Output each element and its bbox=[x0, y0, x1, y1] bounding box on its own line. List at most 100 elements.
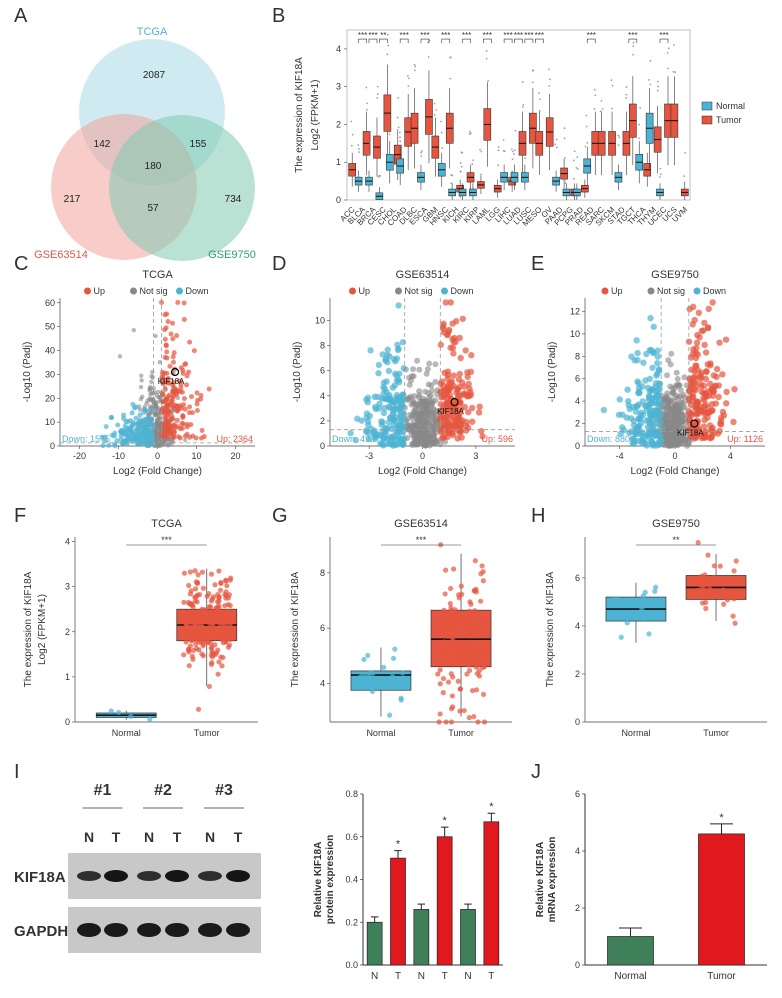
data-point bbox=[731, 568, 737, 574]
pancancer-boxplot: 0 1 2 3 4 The expression of KIF18A Log2 (FPKM+… bbox=[294, 29, 745, 228]
outlier-point bbox=[399, 140, 402, 143]
x-tick-label-n: N bbox=[464, 971, 471, 982]
outlier-point bbox=[514, 149, 516, 152]
y-tick-label: 3 bbox=[65, 582, 70, 592]
point-notsig bbox=[667, 415, 674, 422]
point-notsig bbox=[423, 370, 430, 377]
point-up bbox=[456, 334, 463, 342]
point-up bbox=[447, 395, 454, 403]
legend-label-up: Up bbox=[359, 286, 371, 296]
data-point bbox=[731, 596, 737, 602]
point-up bbox=[696, 334, 703, 341]
point-notsig bbox=[428, 409, 435, 416]
point-up bbox=[701, 341, 708, 349]
point-down bbox=[388, 441, 395, 448]
data-point bbox=[226, 642, 233, 648]
band-kif18a bbox=[165, 870, 189, 882]
y-tick-label: 40 bbox=[45, 346, 55, 356]
data-point bbox=[466, 715, 472, 721]
data-point bbox=[466, 608, 473, 614]
data-point bbox=[191, 624, 197, 631]
y-tick-label: 6 bbox=[320, 623, 325, 633]
data-point bbox=[369, 688, 376, 695]
point-down bbox=[140, 421, 146, 427]
data-point bbox=[212, 642, 218, 648]
point-down bbox=[624, 386, 631, 393]
sig-bracket bbox=[462, 38, 471, 44]
sig-label: *** bbox=[358, 31, 367, 40]
point-up bbox=[162, 386, 168, 392]
point-down bbox=[390, 432, 397, 440]
point-notsig bbox=[410, 422, 417, 429]
outlier-point bbox=[649, 59, 652, 62]
x-tick-label-tumor: Tumor bbox=[448, 728, 474, 738]
point-up bbox=[206, 386, 212, 392]
outlier-point bbox=[594, 94, 597, 97]
point-down bbox=[375, 370, 382, 377]
point-up bbox=[706, 434, 713, 441]
point-up bbox=[693, 339, 701, 347]
x-tick-label: 0 bbox=[155, 451, 160, 461]
data-point bbox=[181, 599, 187, 605]
point-down bbox=[385, 367, 393, 375]
data-point bbox=[205, 639, 211, 645]
point-down bbox=[133, 421, 139, 427]
point-up bbox=[468, 352, 475, 359]
data-point bbox=[223, 589, 229, 595]
panel-label-A: A bbox=[14, 5, 28, 27]
sig-bracket bbox=[586, 38, 596, 44]
point-notsig bbox=[427, 402, 434, 409]
point-notsig bbox=[671, 402, 678, 409]
data-point bbox=[381, 664, 387, 670]
outlier-point bbox=[576, 168, 579, 170]
point-notsig bbox=[410, 399, 417, 406]
x-tick-label-normal: Normal bbox=[366, 728, 395, 738]
outlier-point bbox=[357, 144, 360, 146]
outlier-point bbox=[449, 77, 452, 80]
point-notsig bbox=[425, 381, 432, 388]
outlier-point bbox=[459, 162, 462, 164]
data-point bbox=[436, 719, 442, 725]
point-up bbox=[189, 394, 195, 400]
panel-label-E: E bbox=[531, 253, 544, 275]
legend-label-not-sig: Not sig bbox=[657, 286, 685, 296]
point-up bbox=[465, 408, 472, 416]
data-point bbox=[479, 563, 485, 569]
outlier-point bbox=[610, 79, 613, 82]
protein-label-kif18a: KIF18A bbox=[14, 869, 66, 886]
outlier-point bbox=[365, 86, 368, 89]
point-up bbox=[163, 379, 169, 385]
point-up bbox=[467, 391, 475, 399]
data-point bbox=[218, 580, 224, 586]
data-point bbox=[450, 638, 456, 644]
x-tick-label-t: T bbox=[442, 971, 448, 982]
point-up bbox=[692, 433, 699, 441]
point-up bbox=[722, 336, 730, 343]
protein-label-gapdh: GAPDH bbox=[14, 923, 68, 940]
data-point bbox=[437, 681, 443, 687]
x-tick-label: 10 bbox=[191, 451, 201, 461]
point-down bbox=[347, 429, 354, 437]
data-point bbox=[218, 654, 224, 660]
data-point bbox=[480, 665, 486, 671]
outlier-point bbox=[413, 63, 416, 66]
y-tick-label: 0 bbox=[575, 960, 580, 970]
y-tick-label: 2 bbox=[65, 627, 70, 637]
point-down bbox=[129, 410, 135, 416]
point-down bbox=[635, 379, 642, 387]
down-count-label: Down: 880 bbox=[587, 434, 630, 444]
y-tick-label: 4 bbox=[575, 846, 580, 856]
point-notsig bbox=[411, 432, 418, 439]
sig-bracket bbox=[534, 38, 544, 44]
outlier-point bbox=[638, 123, 641, 126]
outlier-point bbox=[435, 109, 438, 111]
point-down bbox=[137, 412, 143, 418]
point-up bbox=[690, 374, 698, 381]
sig-bracket bbox=[379, 38, 388, 44]
sig-label: ** bbox=[380, 31, 386, 40]
outlier-point bbox=[625, 93, 628, 96]
x-tick-label: -3 bbox=[365, 451, 373, 461]
point-down bbox=[395, 302, 402, 309]
point-up bbox=[706, 380, 714, 388]
y-tick-label: 3 bbox=[336, 82, 341, 92]
